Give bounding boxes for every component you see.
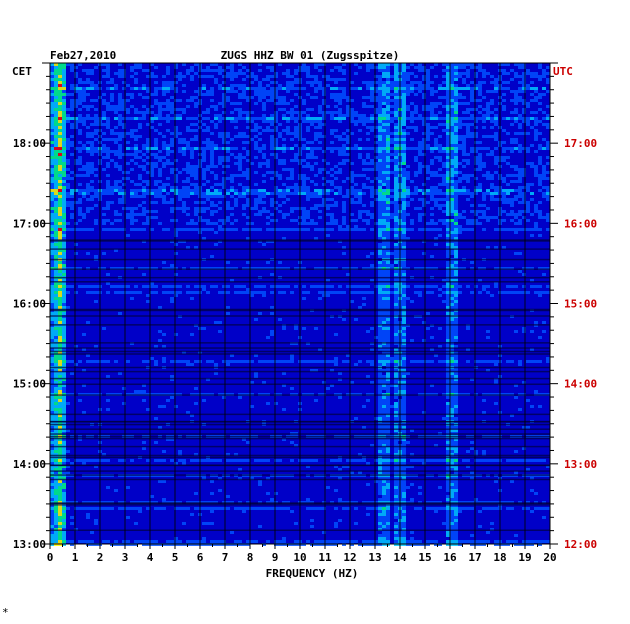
x-tick-label: 3 [122, 551, 129, 564]
x-tick-label: 15 [418, 551, 431, 564]
x-tick-label: 11 [318, 551, 332, 564]
left-time-label: 17:00 [13, 217, 46, 230]
right-time-label: 13:00 [564, 458, 597, 471]
x-tick-label: 20 [543, 551, 556, 564]
right-time-label: 16:00 [564, 217, 597, 230]
x-axis-label: FREQUENCY (HZ) [266, 567, 359, 580]
x-tick-label: 0 [47, 551, 54, 564]
left-time-ticks: 18:00 17:00 16:00 15:00 14:00 13:00 [13, 62, 50, 551]
x-tick-label: 6 [197, 551, 204, 564]
x-tick-label: 8 [247, 551, 254, 564]
x-tick-label: 5 [172, 551, 179, 564]
left-time-label: 15:00 [13, 378, 46, 391]
x-tick-label: 9 [272, 551, 279, 564]
x-tick-label: 12 [343, 551, 356, 564]
x-tick-label: 10 [293, 551, 306, 564]
right-axis-label: UTC [553, 65, 573, 78]
footnote-mark: * [2, 606, 9, 619]
date-label: Feb27,2010 [50, 49, 116, 62]
left-time-label: 18:00 [13, 137, 46, 150]
x-tick-label: 13 [368, 551, 381, 564]
x-tick-label: 4 [147, 551, 154, 564]
left-time-label: 14:00 [13, 458, 46, 471]
left-time-label: 13:00 [13, 538, 46, 551]
right-time-label: 15:00 [564, 298, 597, 311]
x-tick-label: 18 [493, 551, 506, 564]
left-time-label: 16:00 [13, 298, 46, 311]
left-axis-label: CET [12, 65, 32, 78]
x-tick-label: 17 [468, 551, 481, 564]
x-tick-label: 19 [518, 551, 531, 564]
right-time-label: 17:00 [564, 137, 597, 150]
right-time-ticks: 17:00 16:00 15:00 14:00 13:00 12:00 [550, 62, 597, 551]
x-tick-label: 2 [97, 551, 104, 564]
x-tick-label: 16 [443, 551, 457, 564]
station-title: ZUGS HHZ BW 01 (Zugsspitze) [221, 49, 400, 62]
frequency-grid [49, 62, 551, 545]
x-tick-label: 7 [222, 551, 229, 564]
x-tick-label: 14 [393, 551, 407, 564]
right-time-label: 14:00 [564, 378, 597, 391]
x-tick-label: 1 [72, 551, 79, 564]
x-axis-ticks: 0 1 2 3 4 5 6 7 8 9 10 11 12 13 14 15 16 17 18 19 20 [47, 544, 557, 564]
right-time-label: 12:00 [564, 538, 597, 551]
